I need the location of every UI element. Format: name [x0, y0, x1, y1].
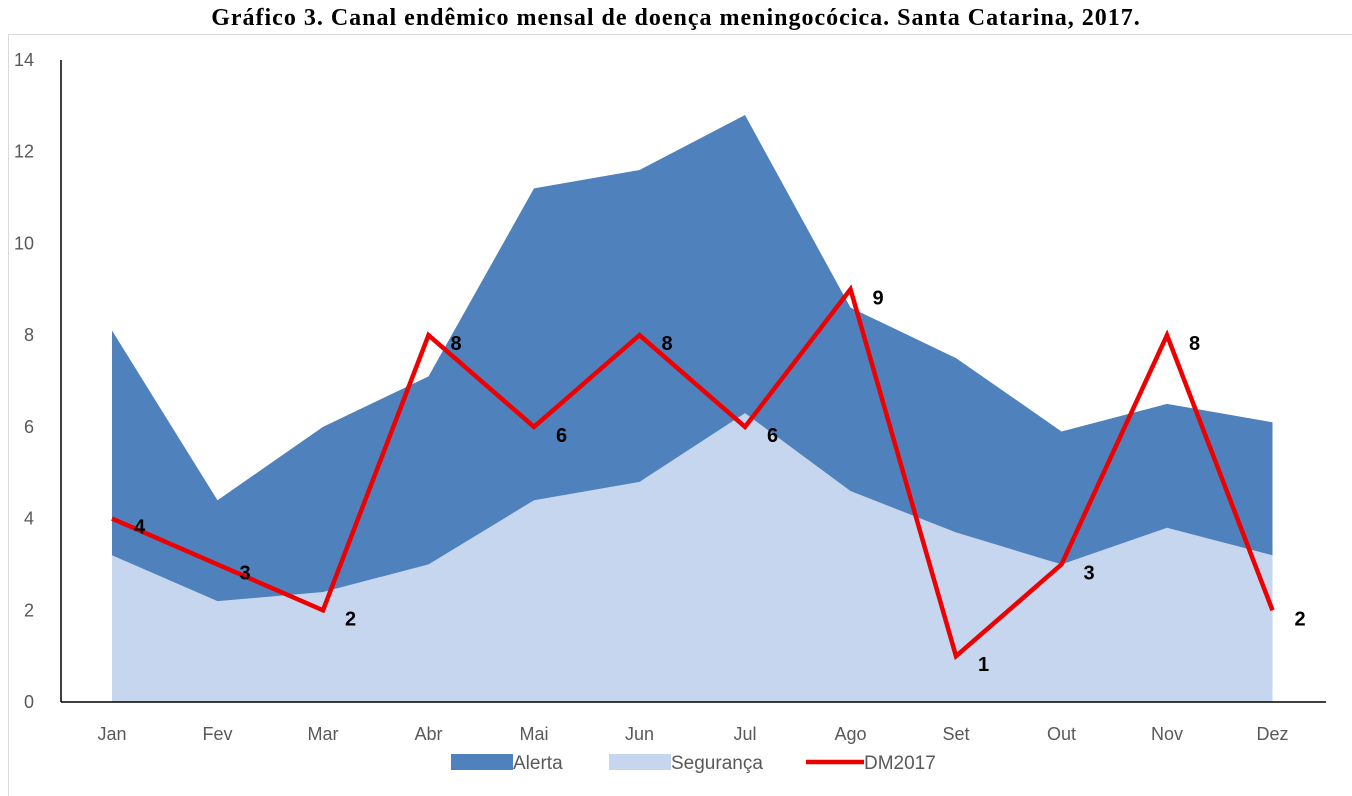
data-label: 3: [240, 562, 251, 584]
x-tick-label: Jul: [733, 724, 756, 744]
data-label: 6: [556, 425, 567, 447]
chart-frame: [8, 34, 1352, 796]
x-tick-label: Abr: [414, 724, 442, 744]
y-tick-label: 10: [14, 233, 34, 253]
data-label: 1: [978, 654, 989, 676]
legend-label: DM2017: [864, 753, 936, 774]
legend-swatch: [609, 754, 671, 770]
data-label: 4: [134, 517, 146, 539]
areas-layer: [112, 115, 1273, 703]
legend: Alerta Segurança DM2017: [451, 753, 936, 774]
data-label: 8: [451, 333, 462, 355]
data-label: 8: [1189, 333, 1200, 355]
data-label: 3: [1084, 562, 1095, 584]
data-label: 2: [345, 608, 356, 630]
legend-label: Alerta: [513, 753, 563, 774]
y-tick-label: 4: [24, 509, 34, 529]
y-tick-label: 14: [14, 50, 34, 70]
data-label: 2: [1295, 608, 1306, 630]
x-tick-label: Dez: [1256, 724, 1288, 744]
area-seguran-a: [112, 413, 1273, 702]
x-tick-label: Nov: [1151, 724, 1183, 744]
y-tick-label: 8: [24, 325, 34, 345]
x-tick-label: Jun: [625, 724, 654, 744]
x-tick-label: Out: [1047, 724, 1076, 744]
y-tick-label: 2: [24, 600, 34, 620]
x-tick-label: Mar: [308, 724, 339, 744]
x-tick-label: Fev: [202, 724, 232, 744]
x-tick-label: Mai: [519, 724, 548, 744]
chart-title: Gráfico 3. Canal endêmico mensal de doen…: [211, 5, 1141, 31]
data-labels-layer: 4 3 2 8 6 8 6 9 1 3 8 2: [134, 287, 1306, 676]
x-tick-label: Set: [942, 724, 969, 744]
legend-label: Segurança: [671, 753, 763, 774]
y-tick-label: 0: [24, 692, 34, 712]
y-tick-label: 6: [24, 417, 34, 437]
legend-swatch: [451, 754, 513, 770]
x-tick-label: Jan: [97, 724, 126, 744]
data-label: 9: [873, 287, 884, 309]
x-tick-label: Ago: [834, 724, 866, 744]
line-series: [111, 284, 1275, 661]
data-label: 6: [767, 425, 778, 447]
data-label: 8: [662, 333, 673, 355]
line-layer: [111, 284, 1275, 661]
y-tick-label: 12: [14, 142, 34, 162]
